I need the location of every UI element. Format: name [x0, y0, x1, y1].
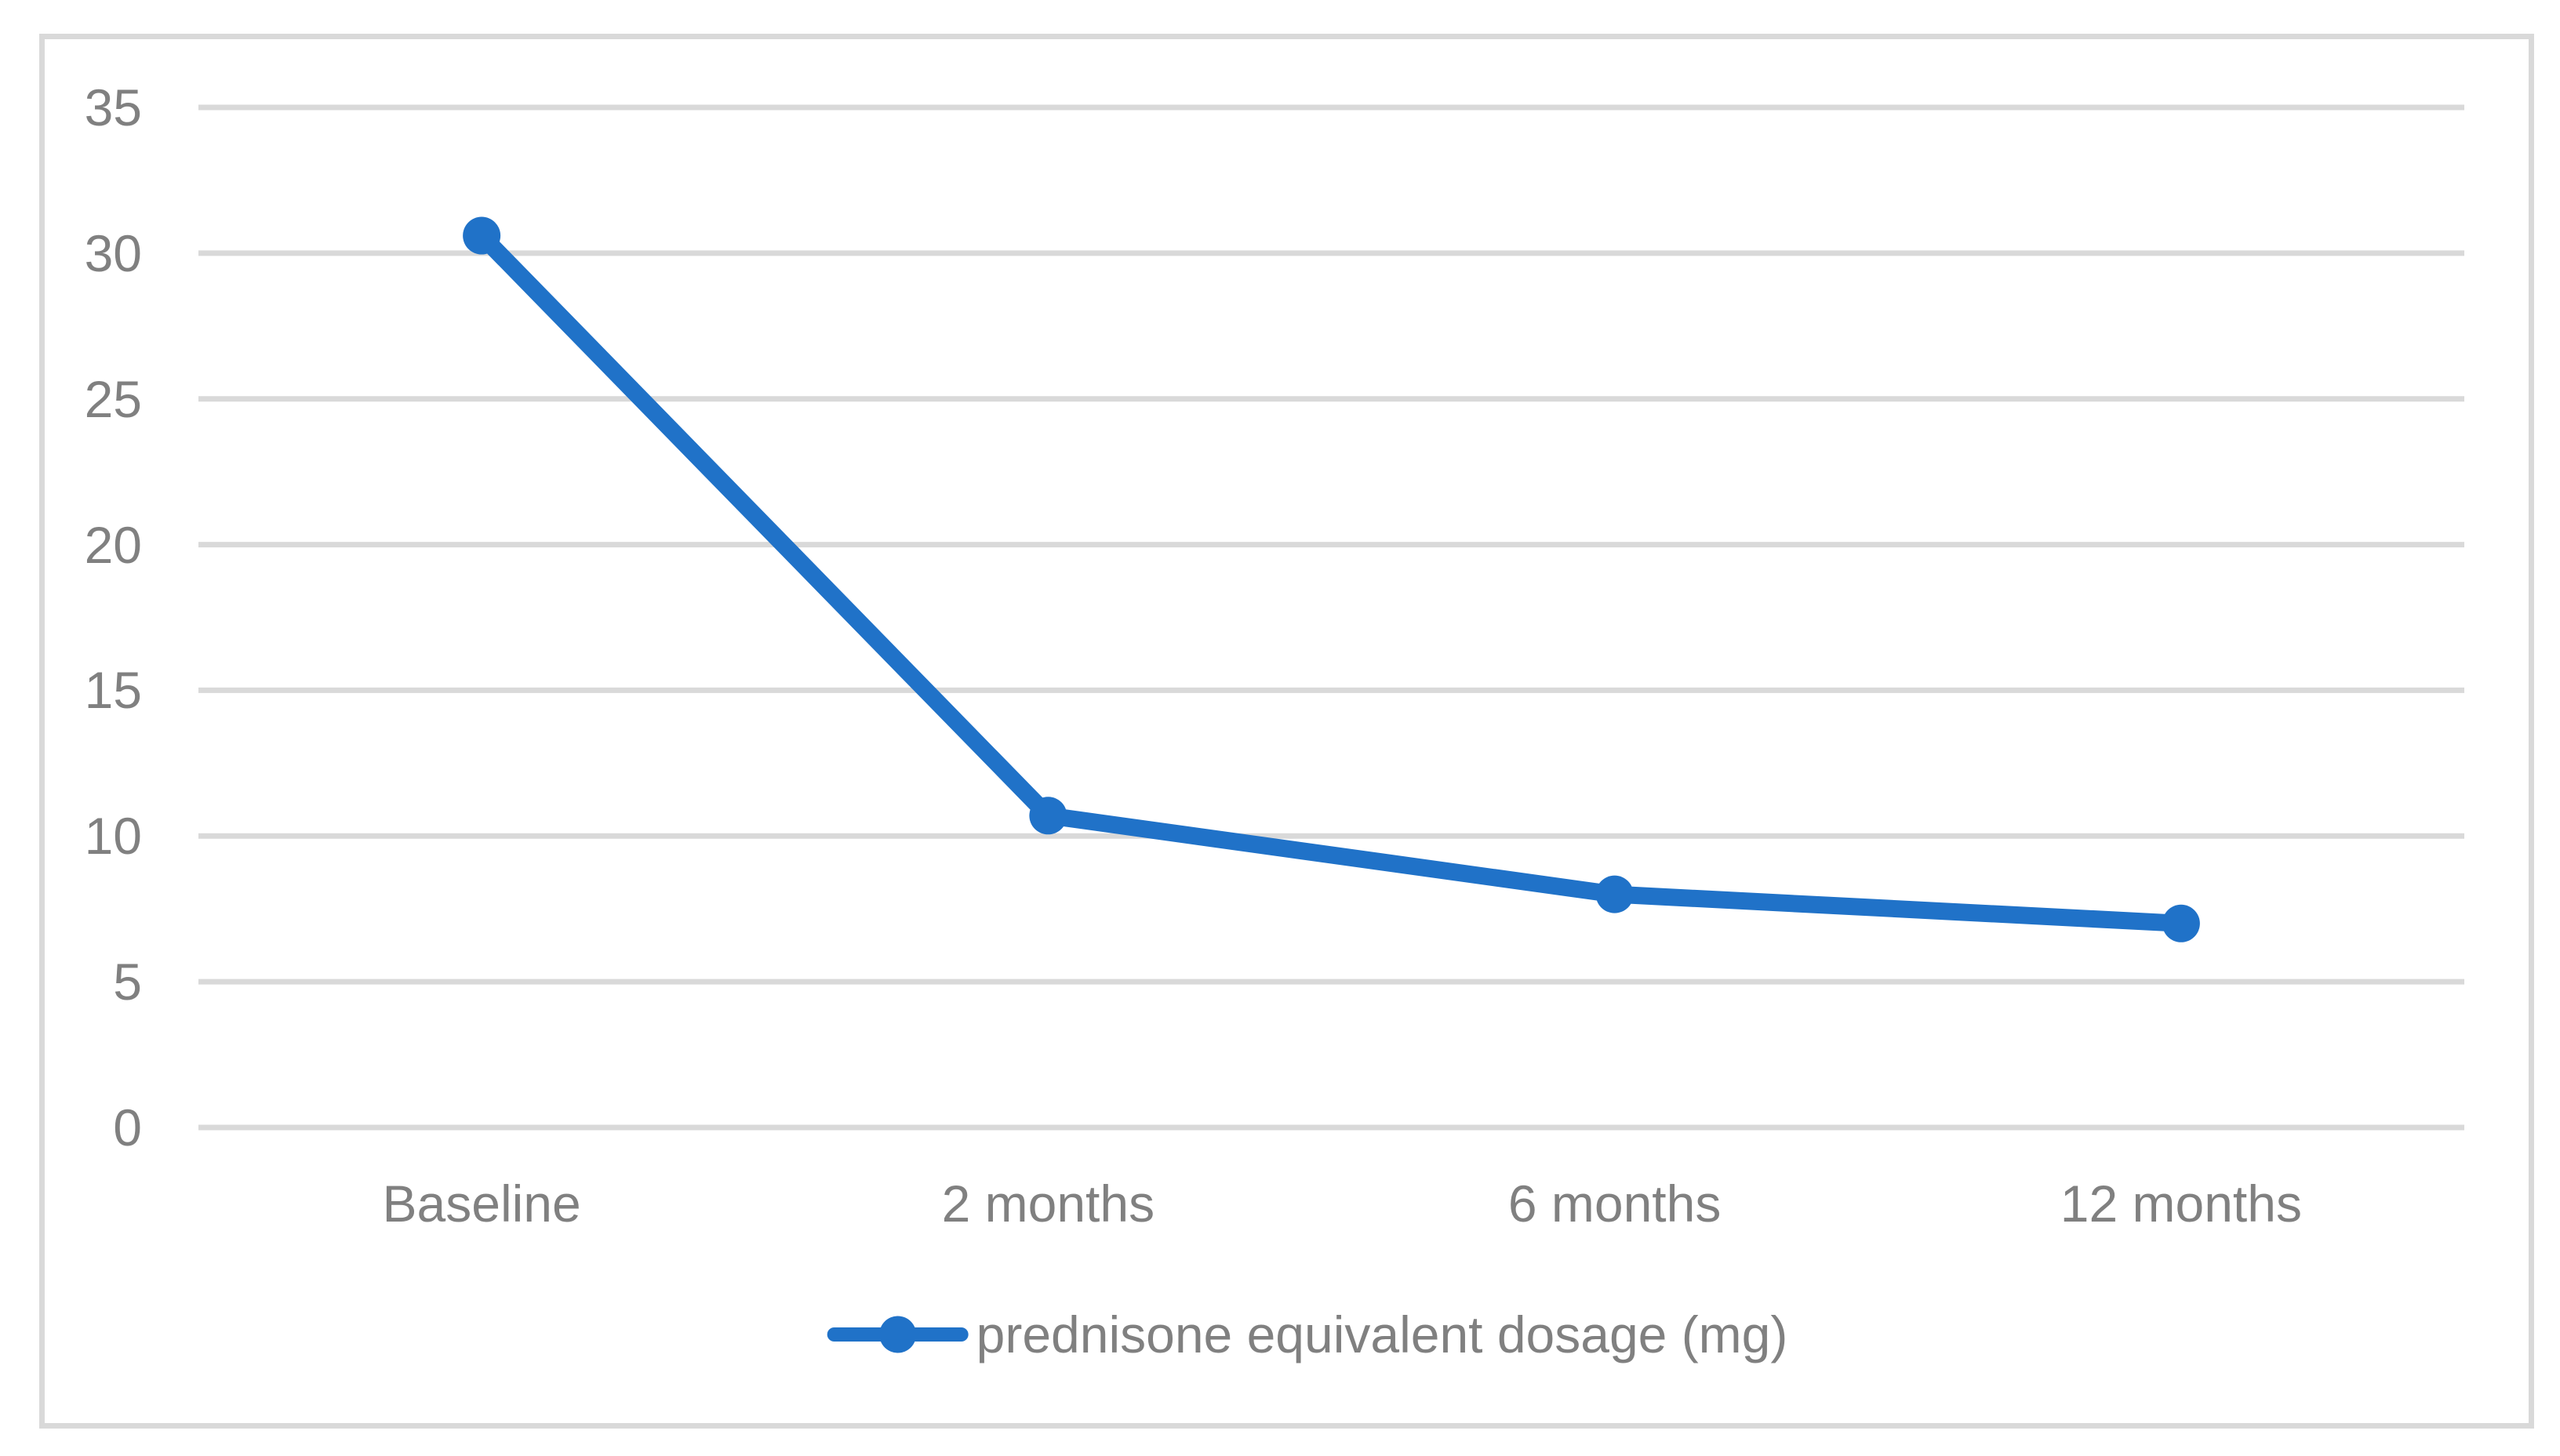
y-axis-tick-label: 10 [84, 807, 142, 866]
data-point-marker [463, 216, 501, 255]
y-axis-tick-label: 15 [84, 661, 142, 720]
x-axis-category-label: 2 months [941, 1175, 1155, 1233]
data-point-marker [1029, 797, 1067, 835]
chart-outer-border [39, 34, 2534, 1429]
x-axis-category-label: Baseline [382, 1175, 581, 1233]
legend: prednisone equivalent dosage (mg) [827, 1305, 1788, 1363]
legend-line-marker-icon [827, 1315, 969, 1354]
legend-circle-marker-icon [879, 1316, 917, 1353]
x-axis-category-label: 12 months [2060, 1175, 2302, 1233]
y-axis-tick-label: 0 [113, 1098, 142, 1156]
y-axis-tick-label: 30 [84, 223, 142, 282]
legend-series-label: prednisone equivalent dosage (mg) [976, 1305, 1788, 1363]
y-axis-tick-label: 20 [84, 515, 142, 574]
y-axis-tick-label: 5 [113, 953, 142, 1011]
data-point-marker [1595, 875, 1634, 913]
data-point-marker [2162, 904, 2200, 942]
y-axis-tick-label: 25 [84, 369, 142, 428]
y-axis-tick-label: 35 [84, 78, 142, 136]
x-axis-category-label: 6 months [1507, 1175, 1722, 1233]
series-line [473, 227, 2190, 932]
